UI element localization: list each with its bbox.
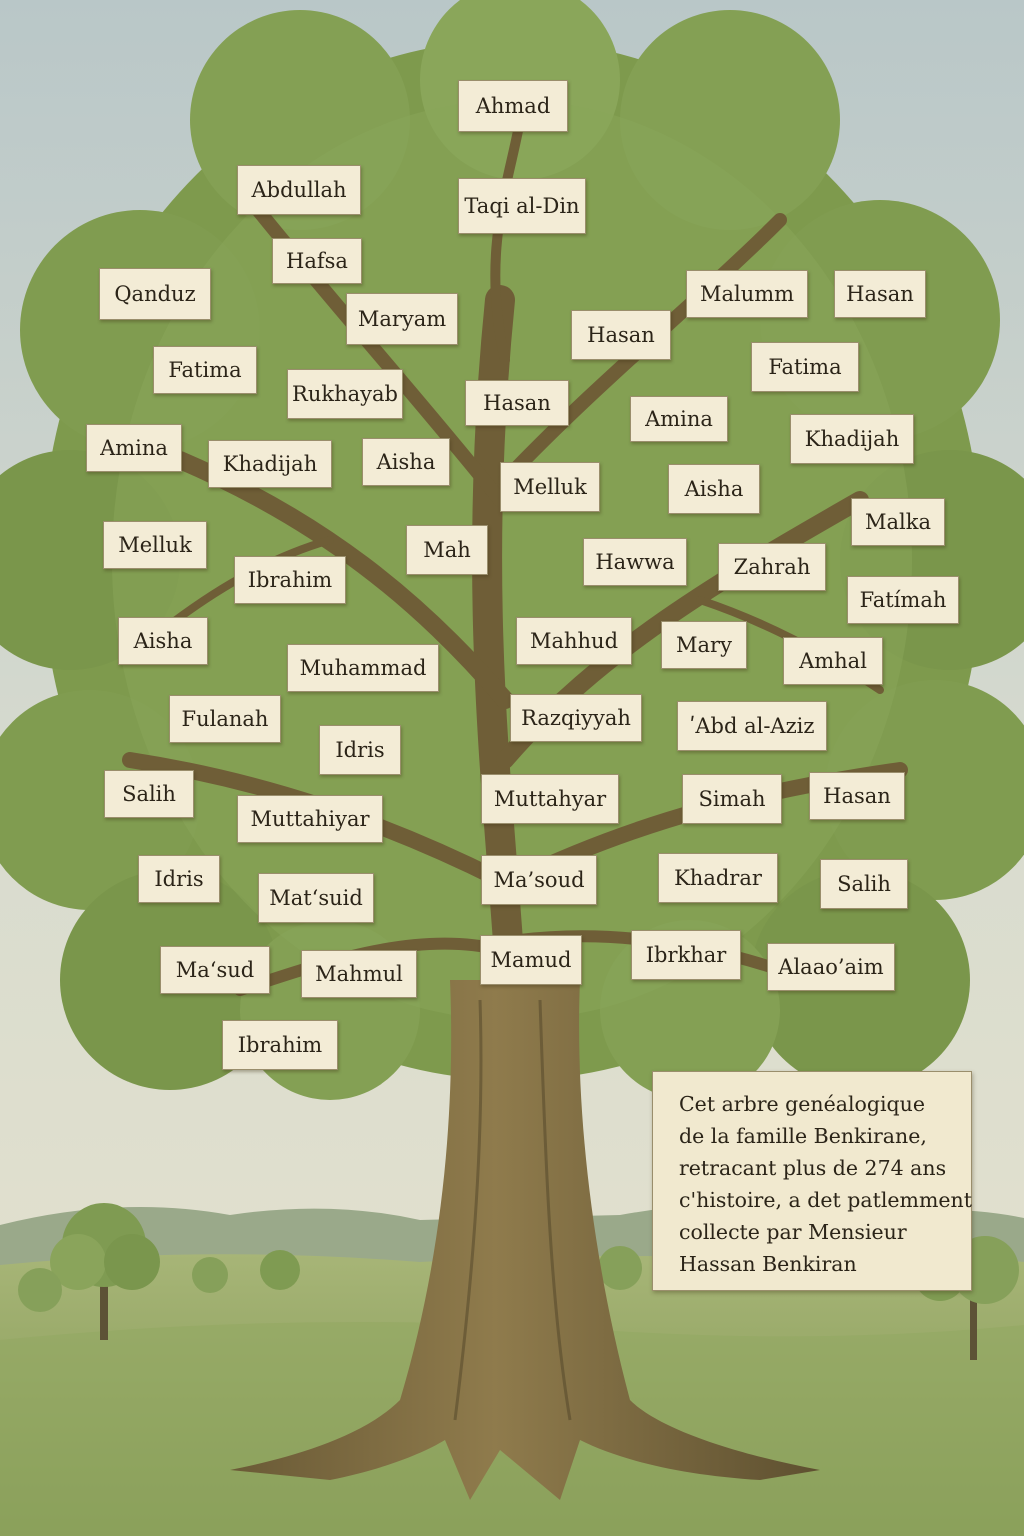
name-label: Fatima — [153, 346, 257, 394]
name-label: Mary — [661, 621, 747, 669]
name-label: Muttahyar — [481, 774, 619, 824]
name-label: Salih — [820, 859, 908, 909]
name-label: Hasan — [834, 270, 926, 318]
name-label: Aisha — [668, 464, 760, 514]
name-label: Malka — [851, 498, 945, 546]
name-label: Ibrahim — [234, 556, 346, 604]
name-label: Amina — [630, 396, 728, 442]
name-label: Hasan — [465, 380, 569, 426]
name-label: Ma‘sud — [160, 946, 270, 994]
name-label: Hasan — [809, 772, 905, 820]
name-label: Maryam — [346, 293, 458, 345]
caption-line: de la famille Benkirane, — [679, 1124, 927, 1148]
name-label: Hawwa — [583, 538, 687, 586]
name-label: Amhal — [783, 637, 883, 685]
tree-trunk — [230, 980, 820, 1500]
caption-line: c'histoire, a det patlemment — [679, 1188, 972, 1212]
name-label: Ibrahim — [222, 1020, 338, 1070]
name-label: Idris — [319, 725, 401, 775]
background-trees — [18, 1203, 1019, 1360]
name-label: Qanduz — [99, 268, 211, 320]
name-label: Khadrar — [658, 853, 778, 903]
name-label: Salih — [104, 770, 194, 818]
name-label: Ibrkhar — [631, 930, 741, 980]
name-label: Aisha — [362, 438, 450, 486]
name-label: Fatímah — [847, 576, 959, 624]
name-label: Ahmad — [458, 80, 568, 132]
name-label: Simah — [682, 774, 782, 824]
name-label: Ma’soud — [481, 855, 597, 905]
name-label: Mahmul — [301, 950, 417, 998]
name-label: Muhammad — [287, 644, 439, 692]
caption-line: Cet arbre genéalogique — [679, 1092, 926, 1116]
name-label: Amina — [86, 424, 182, 472]
caption-line: retracant plus de 274 ans — [679, 1156, 947, 1180]
caption-line: Hassan Benkiran — [679, 1252, 857, 1276]
name-label: Alaao’aim — [767, 943, 895, 991]
name-label: Zahrah — [718, 543, 826, 591]
name-label: Malumm — [686, 270, 808, 318]
name-label: Khadijah — [790, 414, 914, 464]
name-label: Idris — [138, 855, 220, 903]
name-label: Melluk — [500, 462, 600, 512]
name-label: Aisha — [118, 617, 208, 665]
name-label: Khadijah — [208, 440, 332, 488]
name-label: Fatima — [751, 342, 859, 392]
name-label: Rukhayab — [287, 369, 403, 419]
name-label: Muttahiyar — [237, 795, 383, 843]
name-label: Fulanah — [169, 695, 281, 743]
name-label: Mat‘suid — [258, 873, 374, 923]
name-label: Mah — [406, 525, 488, 575]
name-label: Melluk — [103, 521, 207, 569]
caption-line: collecte par Mensieur — [679, 1220, 907, 1244]
name-label: Mamud — [480, 935, 582, 985]
name-label: Hafsa — [272, 238, 362, 284]
caption-box: Cet arbre genéalogique de la famille Ben… — [652, 1071, 972, 1291]
name-label: Abdullah — [237, 165, 361, 215]
name-label: Mahhud — [516, 617, 632, 665]
name-label: Taqi al-Din — [458, 178, 586, 234]
name-label: Hasan — [571, 310, 671, 360]
name-label: Razqiyyah — [510, 694, 642, 742]
name-label: ʹAbd al-Aziz — [677, 701, 827, 751]
